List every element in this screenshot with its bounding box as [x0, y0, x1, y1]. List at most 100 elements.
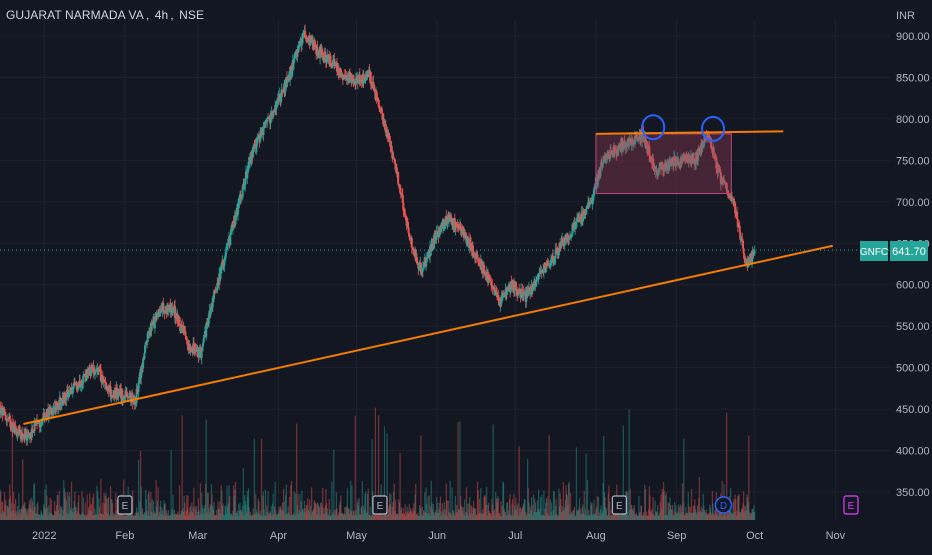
candle-body [176, 314, 179, 321]
candle-body [280, 96, 283, 103]
drawings[interactable] [23, 114, 833, 425]
candle-body [544, 263, 547, 273]
volume-bar [249, 514, 251, 520]
volume-bar [281, 502, 283, 520]
volume-bar [647, 515, 649, 520]
exchange: NSE [179, 8, 205, 22]
volume-bar [460, 505, 462, 520]
volume-bar [28, 507, 30, 520]
candle-body [255, 146, 258, 149]
volume-bar [268, 513, 270, 520]
volume-bar [569, 514, 571, 520]
volume-bar [224, 506, 226, 520]
volume-bar [411, 511, 413, 520]
volume-bar [620, 515, 622, 520]
volume-bar [610, 509, 612, 520]
volume-bar [532, 494, 535, 520]
volume-bar [268, 514, 270, 520]
volume-bar [190, 505, 192, 520]
volume-bar [262, 495, 264, 520]
candle-body [291, 60, 294, 71]
volume-bar [668, 503, 670, 520]
volume-bar [424, 512, 427, 520]
volume-bar [28, 500, 30, 520]
volume-bar [47, 515, 49, 520]
candle-body [460, 230, 463, 236]
volume-bar [274, 481, 276, 520]
volume-bar [52, 515, 54, 520]
candle-body [586, 205, 589, 207]
candle-body [275, 105, 278, 109]
candle-body [350, 78, 353, 83]
candle-body [750, 253, 753, 262]
volume-bar [82, 511, 84, 520]
volume-bar [440, 515, 442, 520]
volume-bar [200, 513, 202, 520]
candle-body [366, 73, 369, 77]
volume-bar [270, 512, 272, 520]
candle-body [657, 169, 660, 171]
volume-bar [599, 515, 601, 520]
volume-bar [423, 512, 425, 520]
volume-bar [229, 495, 231, 520]
candle-body [94, 369, 97, 372]
volume-bar [33, 483, 36, 520]
candle-body [18, 426, 21, 431]
volume-bar [418, 515, 420, 520]
volume-bar [151, 499, 153, 520]
volume-bar [737, 495, 739, 520]
candle-body [306, 40, 309, 42]
volume-bar [335, 509, 337, 520]
volume-bar [163, 500, 165, 520]
earnings-marker [372, 495, 388, 515]
time-axis[interactable]: 2022 Feb Mar Apr May Jun Jul Aug Sep Oct Nov [32, 530, 846, 542]
volume-bar [124, 515, 126, 520]
volume-bar [438, 509, 440, 520]
volume-bar [92, 515, 94, 520]
volume-bar [732, 502, 734, 520]
volume-bar [747, 502, 749, 520]
volume-bar [400, 509, 402, 520]
volume-bar [26, 512, 28, 520]
candle-body [674, 163, 677, 166]
candle-body [268, 116, 271, 119]
volume-bar [269, 511, 271, 520]
volume-bar [305, 504, 308, 520]
volume-bar [174, 514, 176, 520]
volume-bar [552, 510, 554, 520]
volume-bar [697, 511, 699, 520]
candle-body [329, 55, 332, 63]
candle-body [408, 232, 411, 237]
volume-bar [100, 478, 102, 520]
candle-body [198, 350, 201, 358]
candle-body [244, 178, 247, 186]
volume-bar [547, 515, 550, 520]
volume-bar [307, 509, 309, 520]
volume-bar [742, 503, 744, 520]
candle-body [111, 395, 114, 397]
volume-bar [146, 510, 148, 520]
volume-bar [221, 506, 224, 520]
candle-body [417, 266, 420, 269]
volume-bar [330, 515, 332, 520]
volume-bar [748, 513, 751, 520]
candle-body [613, 147, 616, 157]
volume-bar [752, 508, 754, 520]
volume-bar [369, 506, 371, 520]
volume-bar [619, 512, 621, 520]
earnings-marker [117, 495, 133, 515]
volume-bar [180, 513, 182, 520]
price-tick-label: 500.00 [896, 363, 930, 375]
candle-body [582, 210, 585, 219]
candle-body [444, 216, 447, 226]
volume-bar [407, 511, 409, 520]
volume-bar [642, 512, 645, 520]
volume-bar [753, 505, 755, 520]
volume-bar [158, 511, 160, 520]
candle-body [252, 146, 255, 148]
volume-bar [631, 505, 633, 520]
volume-bar [420, 515, 423, 520]
